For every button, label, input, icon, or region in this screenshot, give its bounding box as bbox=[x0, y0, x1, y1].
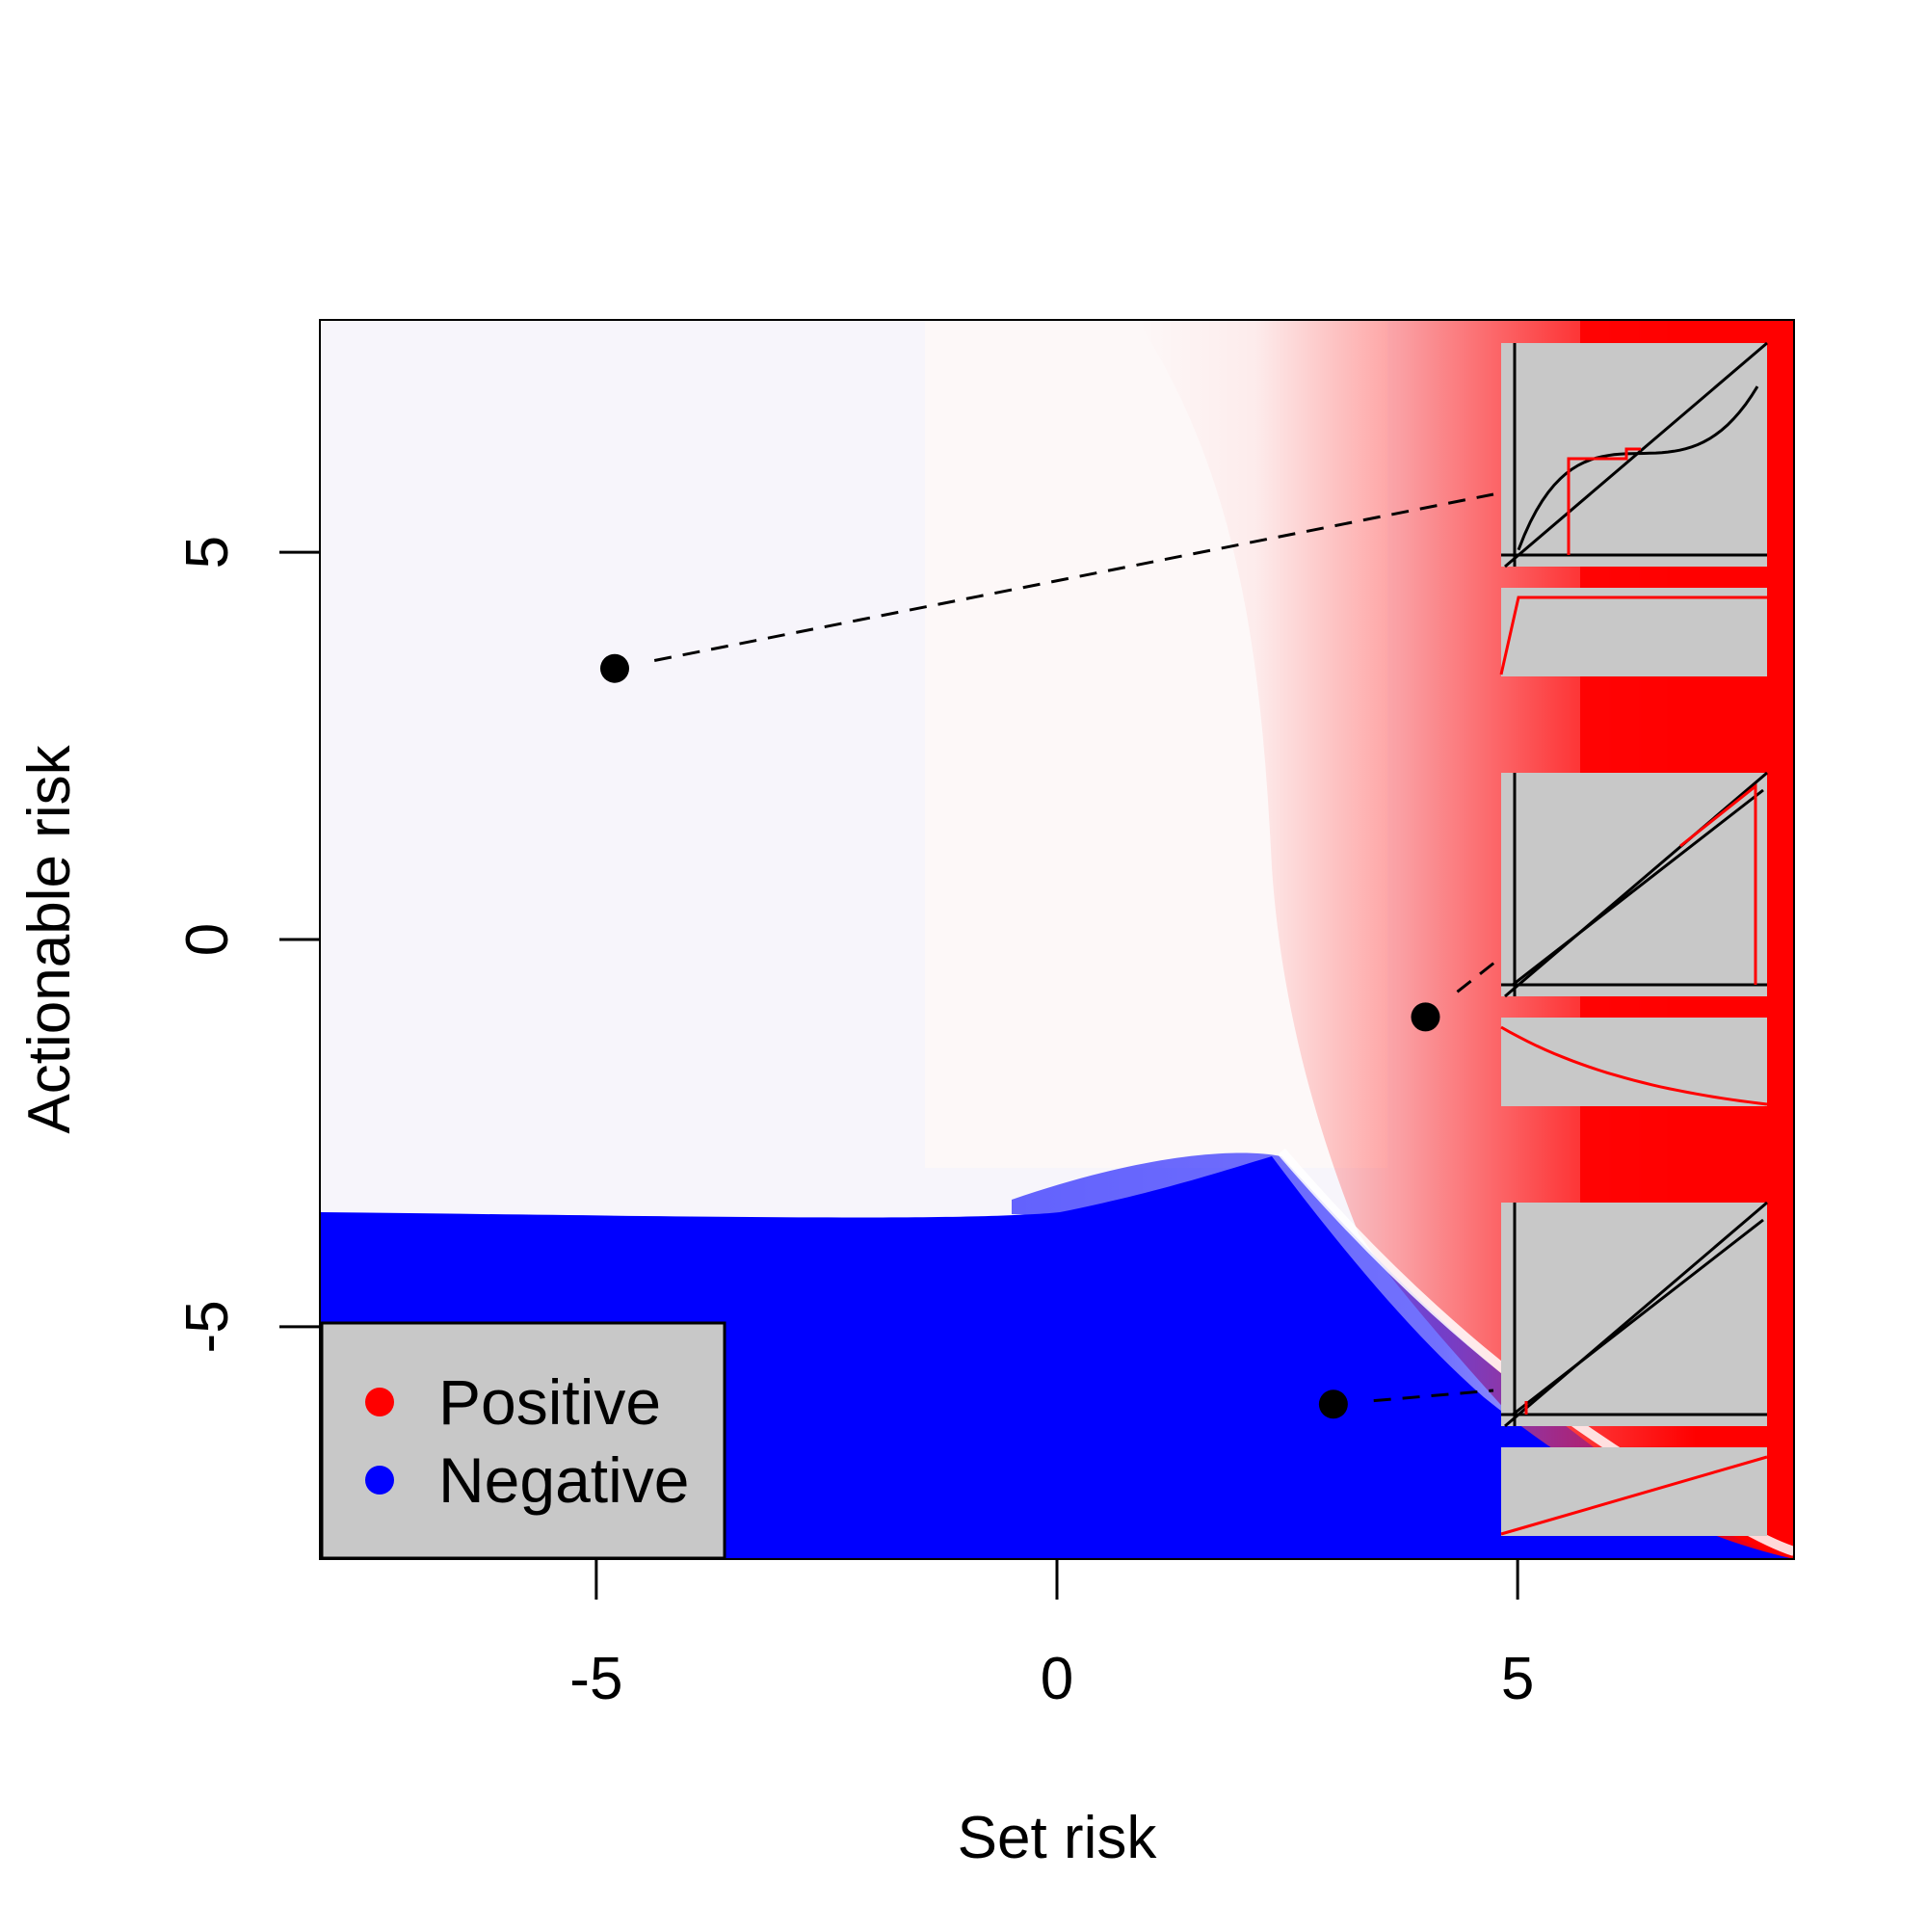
y-tick-label-2: 5 bbox=[174, 536, 241, 569]
inset-top-hist-curve bbox=[1499, 595, 1767, 675]
x-axis: -5 0 5 bbox=[569, 1559, 1534, 1712]
inset-bottom bbox=[1500, 1201, 1768, 1536]
legend-swatch-negative bbox=[365, 1466, 394, 1495]
x-tick-label-2: 5 bbox=[1501, 1646, 1534, 1712]
legend-label-positive: Positive bbox=[438, 1366, 661, 1438]
insets-group bbox=[1499, 341, 1768, 1536]
y-axis: -5 0 5 bbox=[174, 536, 320, 1353]
inset-middle bbox=[1500, 771, 1768, 1106]
inset-middle-hist-curve bbox=[1500, 1025, 1768, 1106]
legend-swatch-positive bbox=[365, 1388, 394, 1416]
y-tick-label-0: -5 bbox=[174, 1300, 241, 1353]
x-tick-label-1: 0 bbox=[1041, 1646, 1073, 1712]
connectors-group bbox=[653, 492, 1500, 1403]
y-axis-title: Actionable risk bbox=[16, 744, 83, 1133]
inset-top-hist-panel bbox=[1501, 588, 1767, 676]
legend: Positive Negative bbox=[320, 1321, 726, 1560]
inset-top-cobweb bbox=[1567, 447, 1641, 555]
x-axis-title: Set risk bbox=[958, 1805, 1158, 1871]
inset-top-curve bbox=[1517, 385, 1759, 551]
inset-middle-hist-panel bbox=[1501, 1018, 1767, 1106]
points-group bbox=[600, 653, 1440, 1419]
connector-1 bbox=[1456, 957, 1500, 993]
x-tick-label-0: -5 bbox=[569, 1646, 622, 1712]
connector-2 bbox=[1373, 1389, 1494, 1403]
data-point-0 bbox=[600, 653, 629, 683]
inset-middle-cobweb bbox=[1679, 782, 1757, 985]
legend-box bbox=[320, 1321, 726, 1560]
y-tick-label-1: 0 bbox=[174, 923, 241, 956]
legend-label-negative: Negative bbox=[438, 1444, 690, 1516]
inset-middle-curve bbox=[1512, 788, 1764, 987]
inset-bottom-hist-curve bbox=[1500, 1455, 1768, 1536]
data-point-2 bbox=[1318, 1389, 1348, 1419]
data-point-1 bbox=[1411, 1002, 1440, 1032]
inset-top bbox=[1499, 341, 1768, 676]
inset-bottom-curve bbox=[1512, 1218, 1764, 1416]
inset-bottom-diagonal bbox=[1504, 1201, 1768, 1428]
